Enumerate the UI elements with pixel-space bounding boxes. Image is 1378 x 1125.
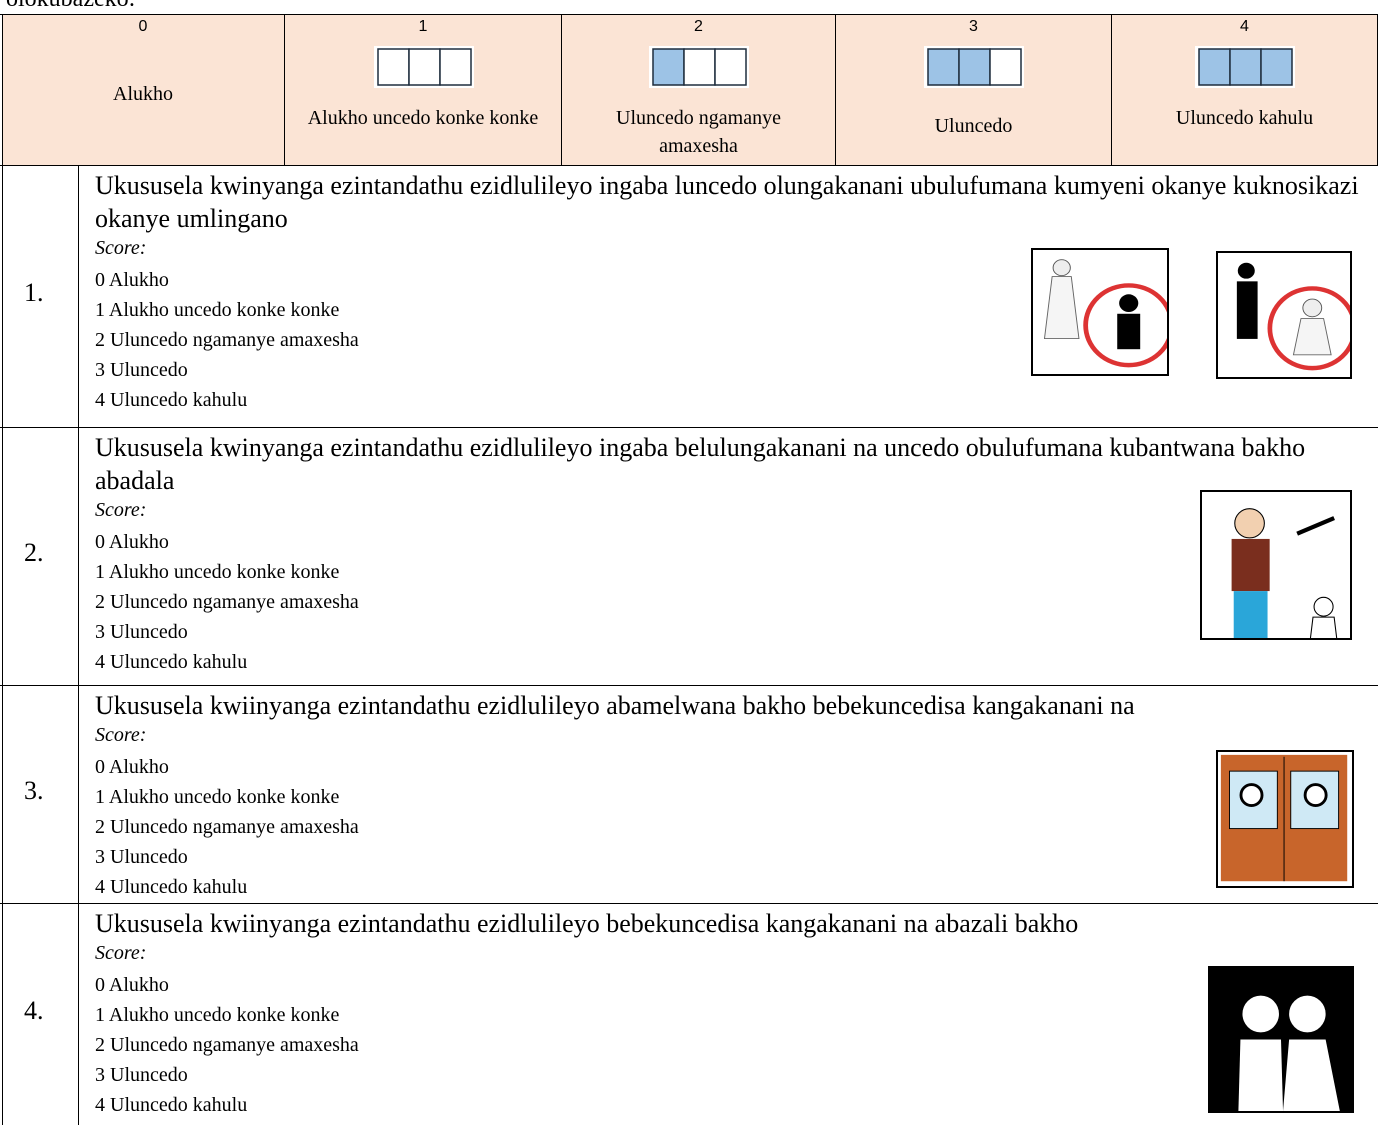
border bbox=[0, 165, 1378, 166]
option: 2 Uluncedo ngamanye amaxesha bbox=[95, 1034, 359, 1056]
scale-label: Uluncedo bbox=[934, 115, 1013, 137]
intro-text: olokubazeko: bbox=[6, 0, 135, 13]
option: 4 Uluncedo kahulu bbox=[95, 389, 248, 411]
option: 2 Uluncedo ngamanye amaxesha bbox=[95, 329, 359, 351]
border bbox=[2, 14, 3, 1125]
scale-cell: 3 Uluncedo bbox=[836, 14, 1112, 165]
option: 4 Uluncedo kahulu bbox=[95, 876, 248, 898]
pictogram-image bbox=[1231, 508, 1338, 638]
pictogram-image bbox=[1236, 262, 1350, 371]
pictogram bbox=[1216, 750, 1354, 888]
scale-icon bbox=[373, 46, 474, 88]
option: 4 Uluncedo kahulu bbox=[95, 1094, 248, 1116]
scale-number: 2 bbox=[694, 18, 703, 35]
scale-label: Alukho uncedo konke konke bbox=[307, 107, 539, 129]
scale-icon bbox=[1195, 46, 1295, 88]
item-number: 1. bbox=[24, 278, 44, 307]
score-label: Score: bbox=[95, 724, 147, 746]
item-number: 3. bbox=[24, 776, 44, 805]
border bbox=[0, 903, 1378, 904]
option: 1 Alukho uncedo konke konke bbox=[95, 786, 340, 808]
border bbox=[0, 685, 1378, 686]
pictogram bbox=[1216, 251, 1352, 379]
option: 0 Alukho bbox=[95, 756, 169, 778]
option: 0 Alukho bbox=[95, 974, 169, 996]
scale-icon bbox=[924, 46, 1024, 88]
item-number: 4. bbox=[24, 996, 44, 1025]
question: Ukususela kwiinyanga ezintandathu ezidlu… bbox=[95, 691, 1135, 720]
pictogram bbox=[1200, 490, 1352, 640]
scale-icon bbox=[649, 46, 749, 88]
option: 2 Uluncedo ngamanye amaxesha bbox=[95, 816, 359, 838]
option: 0 Alukho bbox=[95, 269, 169, 291]
scale-number: 0 bbox=[138, 18, 148, 35]
scale-number: 1 bbox=[418, 18, 428, 35]
option: 3 Uluncedo bbox=[95, 1064, 188, 1086]
question: Ukususela kwinyanga ezintandathu ezidlul… bbox=[95, 171, 1359, 233]
option: 2 Uluncedo ngamanye amaxesha bbox=[95, 591, 359, 613]
option: 3 Uluncedo bbox=[95, 621, 188, 643]
scale-label: Uluncedo kahulu bbox=[1175, 107, 1314, 129]
border bbox=[0, 14, 1378, 15]
option: 3 Uluncedo bbox=[95, 359, 188, 381]
scale-cell: 2 Uluncedo ngamanye amaxesha bbox=[562, 14, 836, 165]
option: 1 Alukho uncedo konke konke bbox=[95, 299, 340, 321]
scale-cell: 0 Alukho bbox=[2, 14, 285, 165]
scale-cell: 1 Alukho uncedo konke konke bbox=[285, 14, 562, 165]
scale-label: Alukho bbox=[113, 83, 173, 105]
option: 3 Uluncedo bbox=[95, 846, 188, 868]
option: 1 Alukho uncedo konke konke bbox=[95, 561, 340, 583]
scale-number: 4 bbox=[1240, 18, 1249, 35]
question: Ukususela kwinyanga ezintandathu ezidlul… bbox=[95, 433, 1306, 495]
scale-cell: 4 Uluncedo kahulu bbox=[1112, 14, 1378, 165]
scale-label: Uluncedo ngamanye amaxesha bbox=[616, 107, 781, 157]
score-label: Score: bbox=[95, 499, 147, 521]
pictogram-image bbox=[1043, 259, 1167, 368]
pictogram-image bbox=[1220, 754, 1348, 882]
option: 0 Alukho bbox=[95, 531, 169, 553]
pictogram bbox=[1208, 966, 1354, 1113]
pictogram bbox=[1031, 248, 1169, 376]
border bbox=[0, 427, 1378, 428]
item-number: 2. bbox=[24, 538, 44, 567]
question: Ukususela kwiinyanga ezintandathu ezidlu… bbox=[95, 909, 1079, 938]
score-label: Score: bbox=[95, 942, 147, 964]
option: 4 Uluncedo kahulu bbox=[95, 651, 248, 673]
pictogram-image bbox=[1210, 968, 1352, 1111]
border bbox=[78, 165, 79, 1125]
score-label: Score: bbox=[95, 237, 147, 259]
scale-number: 3 bbox=[969, 18, 978, 35]
option: 1 Alukho uncedo konke konke bbox=[95, 1004, 340, 1026]
